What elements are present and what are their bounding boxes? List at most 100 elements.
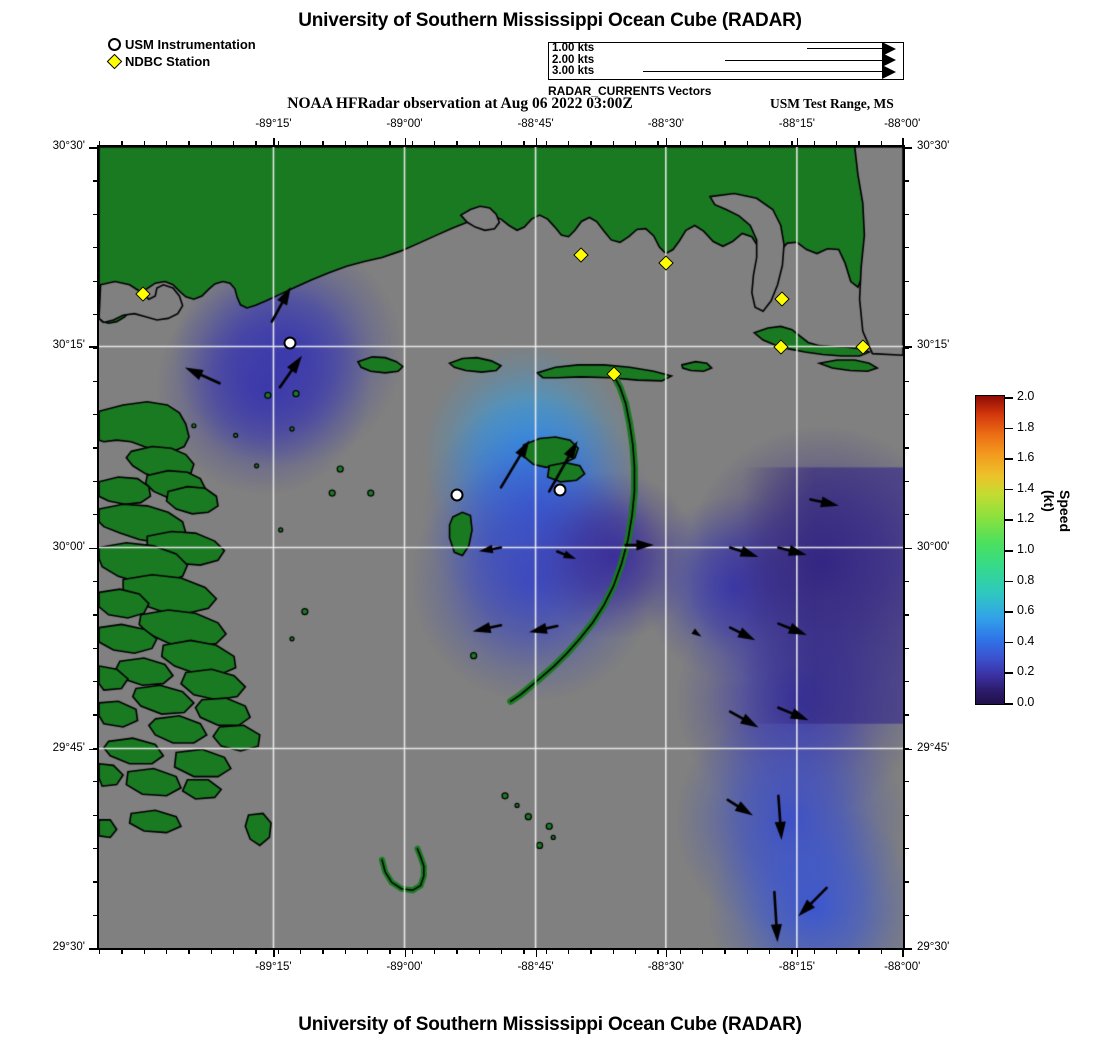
usm-instrumentation-marker[interactable] — [553, 483, 567, 497]
legend-label-ndbc: NDBC Station — [125, 54, 211, 69]
axis-tick — [344, 141, 346, 146]
colorbar-tick-label: 0.0 — [1017, 695, 1035, 709]
axis-tick — [679, 949, 681, 954]
vector-shaft-3 — [643, 71, 885, 73]
colorbar-tick — [1005, 580, 1013, 583]
axis-tick — [545, 141, 547, 146]
legend-item-ndbc: NDBC Station — [106, 53, 256, 70]
axis-tick — [93, 881, 98, 883]
axis-tick — [523, 141, 525, 146]
usm-instrumentation-marker[interactable] — [450, 488, 464, 502]
colorbar-tick-label: 1.8 — [1017, 419, 1035, 434]
lon-axis-label: -88°45' — [517, 961, 554, 973]
vector-scale-row: 1.00 kts — [549, 41, 903, 56]
lon-axis-label: -88°00' — [884, 961, 921, 973]
vector-scale-label-3: 3.00 kts — [552, 65, 595, 77]
axis-tick — [702, 949, 704, 954]
axis-tick — [99, 141, 101, 146]
axis-tick — [89, 147, 97, 149]
axis-tick — [665, 949, 668, 957]
axis-tick — [904, 580, 909, 583]
colorbar-tick-label: 1.6 — [1017, 450, 1035, 465]
axis-tick — [389, 141, 391, 146]
marker-legend: USM Instrumentation NDBC Station — [106, 37, 256, 71]
axis-tick — [545, 949, 547, 954]
axis-tick — [277, 949, 279, 954]
colorbar-tick-label: 2.0 — [1017, 389, 1035, 403]
axis-tick — [904, 847, 909, 850]
colorbar-tick — [1005, 550, 1013, 552]
lon-axis-label: -89°00' — [386, 961, 423, 973]
page-title: University of Southern Mississippi Ocean… — [298, 10, 802, 31]
colorbar-tick-label: 0.2 — [1017, 664, 1035, 679]
axis-tick — [904, 747, 909, 750]
colorbar-tick — [1005, 672, 1013, 674]
axis-tick — [143, 949, 145, 954]
lat-axis-label: 29°45' — [917, 741, 950, 754]
diamond-marker-icon — [106, 53, 123, 70]
axis-tick — [93, 414, 98, 416]
axis-tick — [411, 949, 413, 954]
axis-tick — [143, 141, 145, 146]
lon-axis-label: -89°15' — [255, 961, 292, 973]
axis-tick — [769, 141, 771, 146]
axis-tick — [904, 781, 909, 783]
map-plot-area[interactable] — [97, 145, 905, 950]
axis-tick — [411, 141, 413, 146]
vector-shaft-2 — [725, 59, 885, 61]
axis-tick — [612, 949, 614, 954]
colorbar-tick — [1005, 703, 1013, 705]
axis-tick — [904, 748, 912, 751]
axis-tick — [456, 141, 458, 146]
colorbar-tick-label: 0.4 — [1017, 633, 1035, 648]
axis-tick — [904, 647, 909, 649]
axis-tick — [568, 949, 570, 954]
lon-axis-label: -89°15' — [255, 118, 292, 130]
axis-tick — [93, 647, 98, 649]
axis-tick — [404, 138, 407, 146]
axis-tick — [590, 949, 592, 954]
axis-tick — [93, 514, 98, 516]
axis-tick — [93, 380, 98, 382]
axis-tick — [904, 147, 912, 149]
axis-tick — [813, 949, 815, 954]
axis-tick — [568, 141, 570, 146]
axis-tick — [344, 949, 346, 954]
colorbar-tick — [1005, 458, 1013, 460]
axis-tick — [478, 949, 480, 954]
colorbar-tick-label: 1.4 — [1017, 480, 1035, 495]
axis-tick — [93, 213, 98, 216]
axis-tick — [89, 547, 97, 549]
axis-tick — [93, 814, 98, 816]
axis-tick — [904, 180, 909, 182]
axis-tick — [93, 480, 98, 483]
axis-tick — [902, 138, 904, 146]
vector-scale-label-1: 1.00 kts — [552, 42, 595, 54]
usm-instrumentation-marker[interactable] — [283, 336, 297, 350]
axis-tick — [880, 141, 882, 146]
axis-tick — [904, 914, 909, 916]
axis-tick — [724, 949, 726, 954]
axis-tick — [255, 949, 257, 954]
axis-tick — [836, 141, 838, 146]
lat-axis-label: 29°45' — [52, 741, 85, 754]
axis-tick — [93, 714, 98, 716]
axis-tick — [93, 681, 98, 683]
lat-axis-label: 29°30' — [917, 941, 950, 953]
lat-axis-label: 30°15' — [917, 339, 950, 352]
legend-item-usm: USM Instrumentation — [108, 37, 256, 52]
axis-tick — [434, 949, 436, 954]
axis-tick — [121, 141, 123, 146]
axis-tick — [904, 547, 912, 549]
circle-marker-icon — [108, 38, 121, 51]
axis-tick — [93, 914, 98, 916]
axis-tick — [89, 948, 97, 950]
legend-label-usm: USM Instrumentation — [125, 37, 256, 52]
axis-tick — [322, 141, 324, 146]
footer-title: University of Southern Mississippi Ocean… — [298, 1014, 802, 1035]
colorbar-tick — [1005, 488, 1013, 491]
axis-tick — [904, 614, 909, 616]
axis-tick — [233, 949, 235, 954]
axis-tick — [858, 141, 860, 146]
lon-axis-label: -88°30' — [647, 961, 684, 973]
